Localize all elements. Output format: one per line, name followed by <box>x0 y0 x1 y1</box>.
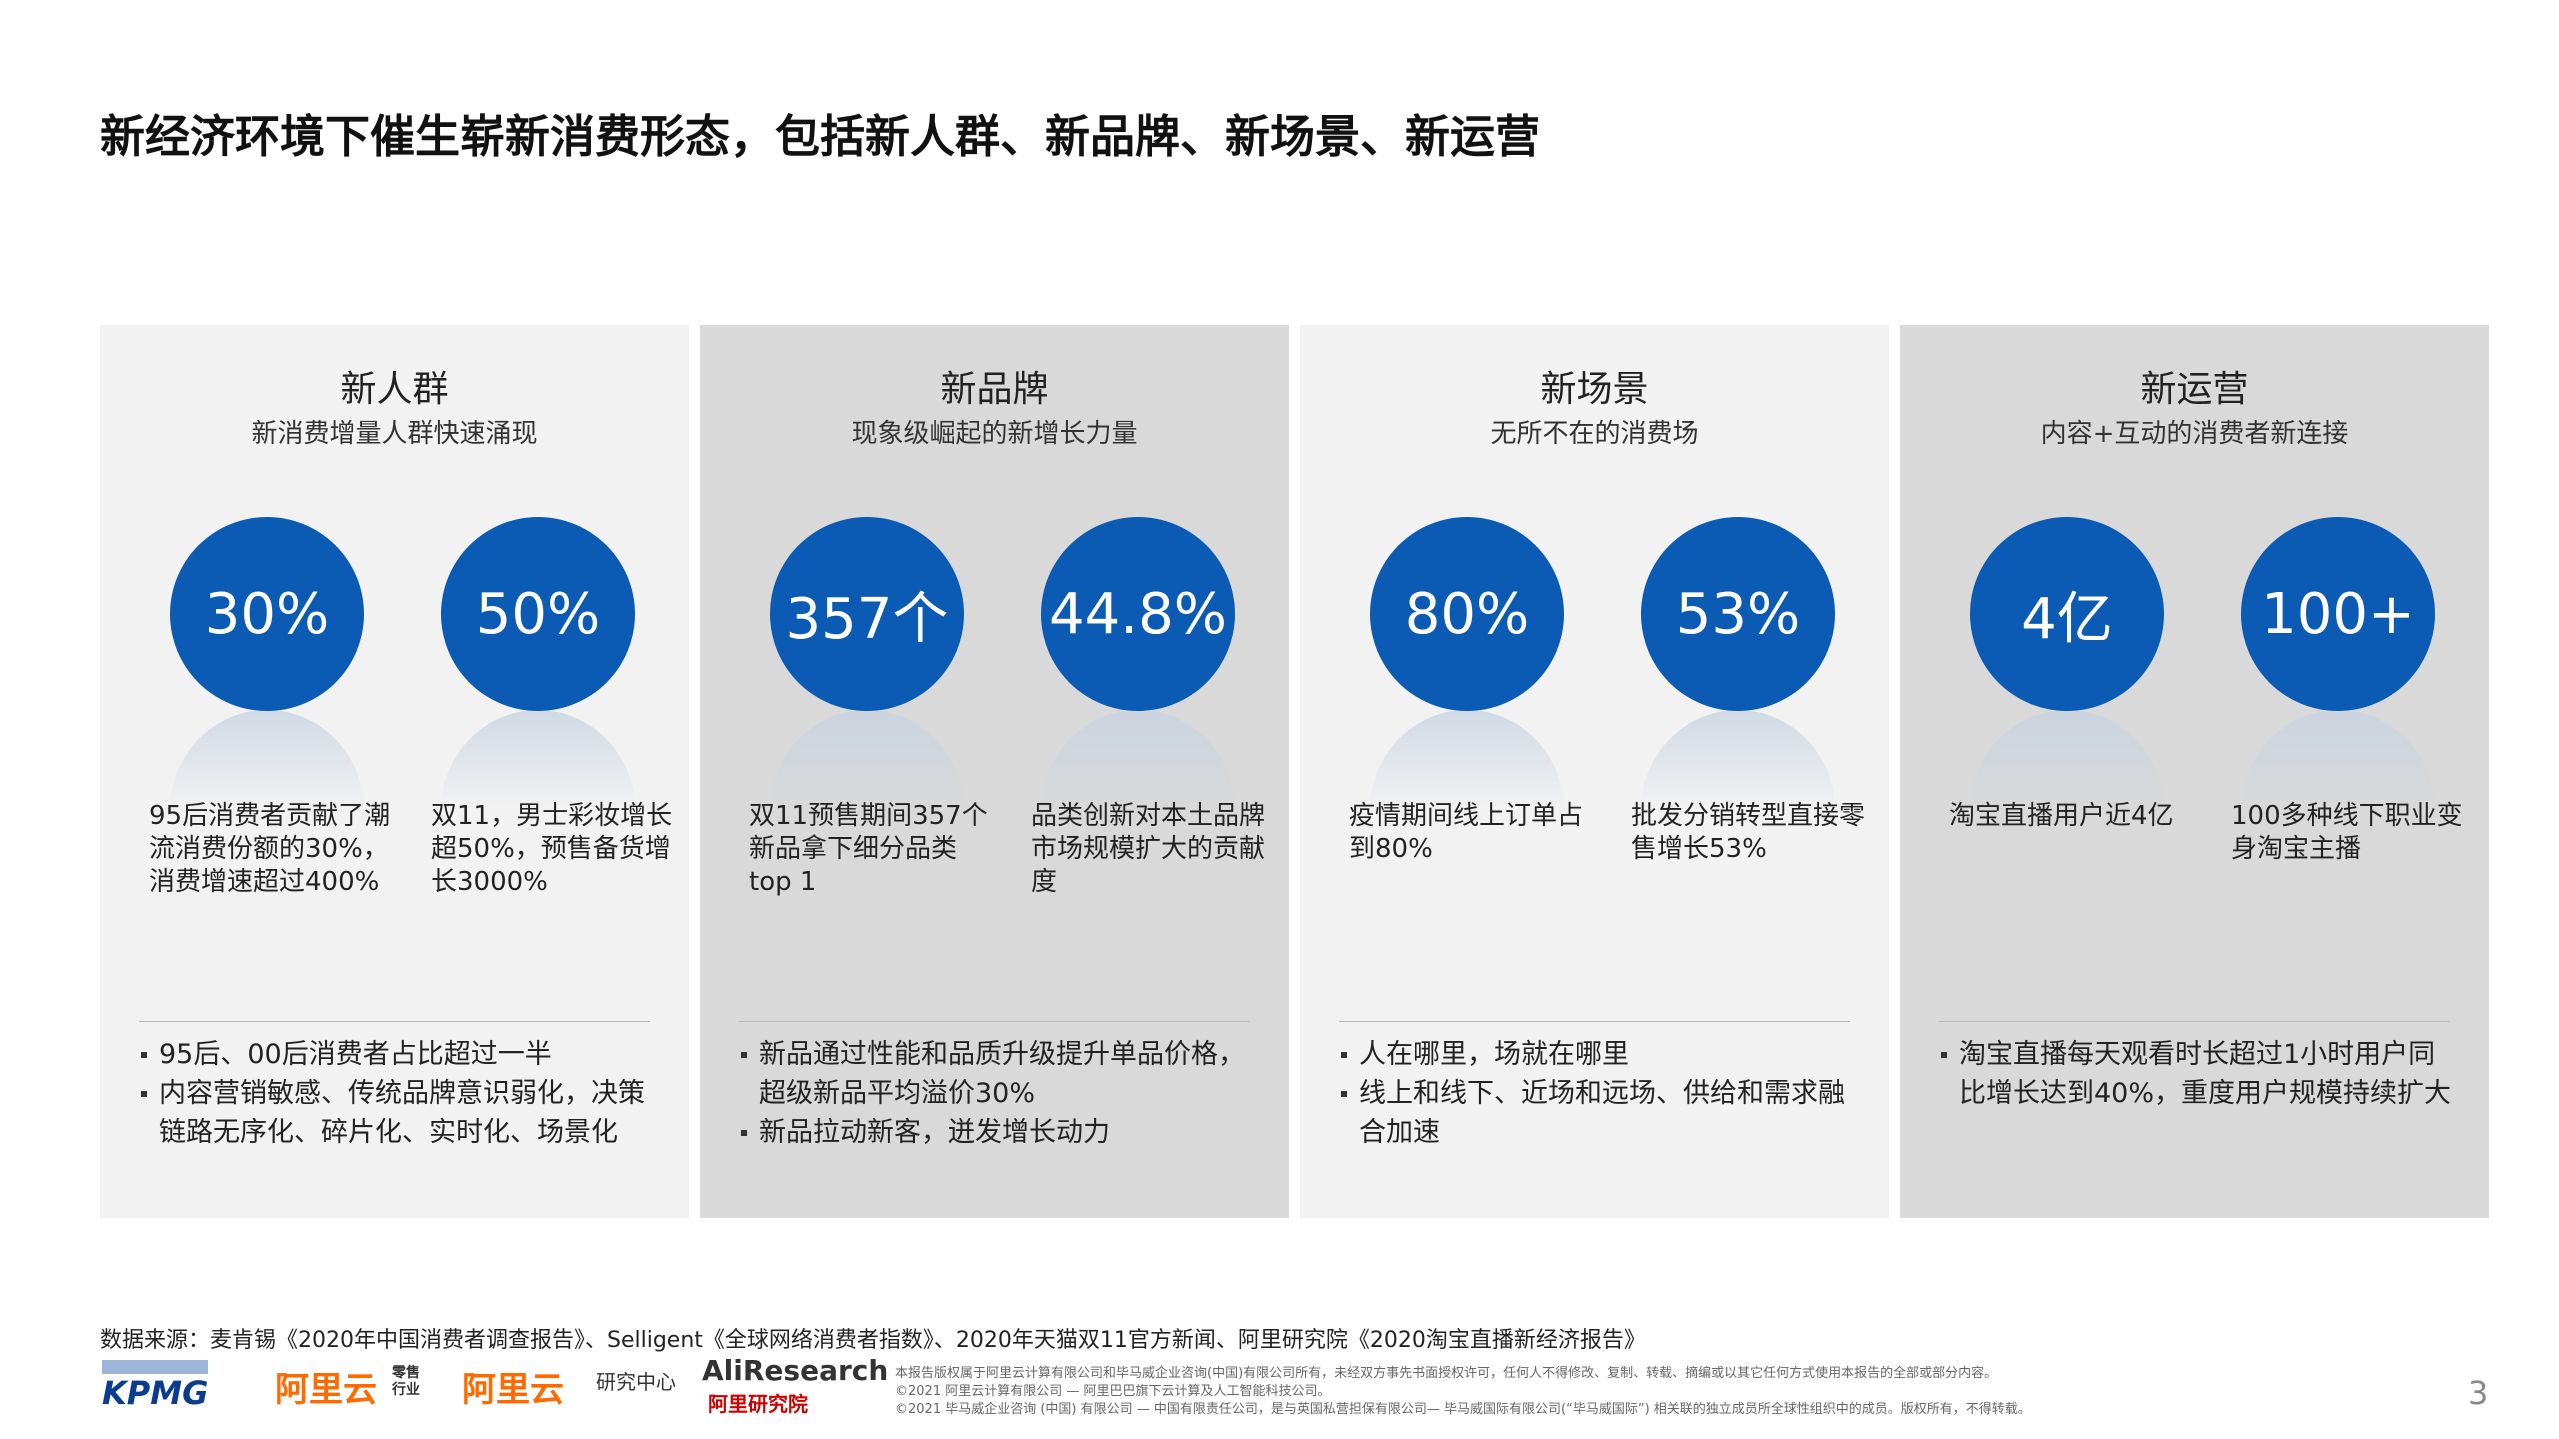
panel-title: 新人群 <box>340 369 449 410</box>
circle-reflection <box>1370 710 1564 810</box>
stat-description: 淘宝直播用户近4亿 <box>1949 801 2174 831</box>
logo-subtext: 研究中心 <box>596 1370 676 1394</box>
kpmg-logo: KPMG <box>102 1360 209 1412</box>
panel-subtitle: 内容+互动的消费者新连接 <box>2040 419 2349 449</box>
separator <box>1939 1021 2450 1022</box>
circle-reflection <box>441 710 635 810</box>
separator <box>739 1021 1250 1022</box>
stat-circle: 50% <box>441 517 635 711</box>
bullet-list: 95后、00后消费者占比超过一半 内容营销敏感、传统品牌意识弱化，决策链路无序化、… <box>139 1035 659 1152</box>
stat-description: 品类创新对本土品牌市场规模扩大的贡献度 <box>1031 801 1266 897</box>
stat-circle: 100+ <box>2241 517 2435 711</box>
panel-title: 新运营 <box>2140 369 2249 410</box>
panel: 新运营内容+互动的消费者新连接 4亿淘宝直播用户近4亿 100+ 100多种线下职业变… <box>1900 325 2489 1218</box>
bullet-list: 新品通过性能和品质升级提升单品价格，超级新品平均溢价30% 新品拉动新客，迸发增长… <box>739 1035 1259 1152</box>
circle-reflection <box>1641 710 1835 810</box>
aliyun-logo: 阿里云 <box>275 1370 377 1410</box>
panel: 新人群新消费增量人群快速涌现 30% 95后消费者贡献了潮流消费份额的30%，消费增… <box>100 325 689 1218</box>
copyright: ©2021 毕马威企业咨询 (中国) 有限公司 — 中国有限责任公司，是与英国私… <box>895 1402 2031 1417</box>
page-number: 3 <box>2468 1374 2489 1412</box>
panel-title: 新品牌 <box>940 369 1049 410</box>
panel-subtitle: 现象级崛起的新增长力量 <box>851 419 1138 449</box>
circle-reflection <box>1041 710 1235 810</box>
bullet-list: 人在哪里，场就在哪里 线上和线下、近场和远场、供给和需求融合加速 <box>1339 1035 1859 1152</box>
panel-subtitle: 新消费增量人群快速涌现 <box>251 419 538 449</box>
bullet-item: 淘宝直播每天观看时长超过1小时用户同比增长达到40%，重度用户规模持续扩大 <box>1939 1035 2459 1113</box>
source-note: 数据来源：麦肯锡《2020年中国消费者调查报告》、Selligent《全球网络消… <box>100 1328 1646 1353</box>
stat-circle: 30% <box>170 517 364 711</box>
stat-description: 疫情期间线上订单占到80% <box>1349 801 1584 864</box>
circle-reflection <box>170 710 364 810</box>
logo-subtext: 阿里研究院 <box>708 1392 808 1416</box>
aliyun-logo: 阿里云 <box>462 1370 564 1410</box>
separator <box>1339 1021 1850 1022</box>
bullet-item: 人在哪里，场就在哪里 <box>1339 1035 1859 1074</box>
stat-description: 双11预售期间357个新品拿下细分品类top 1 <box>749 801 988 897</box>
stat-circle: 4亿 <box>1970 517 2164 711</box>
bullet-item: 新品通过性能和品质升级提升单品价格，超级新品平均溢价30% <box>739 1035 1259 1113</box>
aliresearch-logo: AliResearch <box>702 1354 889 1387</box>
separator <box>139 1021 650 1022</box>
circle-reflection <box>1970 710 2164 810</box>
bullet-item: 新品拉动新客，迸发增长动力 <box>739 1113 1259 1152</box>
stat-description: 双11，男士彩妆增长超50%，预售备货增长3000% <box>431 801 673 897</box>
bullet-item: 95后、00后消费者占比超过一半 <box>139 1035 659 1074</box>
stat-circle: 357个 <box>770 517 964 711</box>
stat-description: 批发分销转型直接零售增长53% <box>1631 801 1866 864</box>
circle-reflection <box>770 710 964 810</box>
panel-subtitle: 无所不在的消费场 <box>1490 419 1699 449</box>
bullet-list: 淘宝直播每天观看时长超过1小时用户同比增长达到40%，重度用户规模持续扩大 <box>1939 1035 2459 1113</box>
bullet-item: 线上和线下、近场和远场、供给和需求融合加速 <box>1339 1074 1859 1152</box>
circle-reflection <box>2241 710 2435 810</box>
stat-description: 100多种线下职业变身淘宝主播 <box>2231 801 2463 864</box>
panel: 新场景无所不在的消费场 80% 疫情期间线上订单占到80% 53% 批发分销转型直接零售… <box>1300 325 1889 1218</box>
logo-subtext: 零售行业 <box>392 1365 420 1398</box>
page-title: 新经济环境下催生崭新消费形态，包括新人群、新品牌、新场景、新运营 <box>100 110 1541 163</box>
stat-circle: 44.8% <box>1041 517 1235 711</box>
copyright: ©2021 阿里云计算有限公司 — 阿里巴巴旗下云计算及人工智能科技公司。 <box>895 1384 1331 1399</box>
stat-circle: 80% <box>1370 517 1564 711</box>
panel-title: 新场景 <box>1540 369 1649 410</box>
panel: 新品牌现象级崛起的新增长力量 357个双11预售期间357个新品拿下细分品类top… <box>700 325 1289 1218</box>
stat-description: 95后消费者贡献了潮流消费份额的30%，消费增速超过400% <box>149 801 391 897</box>
copyright: 本报告版权属于阿里云计算有限公司和毕马威企业咨询(中国)有限公司所有，未经双方事… <box>895 1366 1998 1381</box>
bullet-item: 内容营销敏感、传统品牌意识弱化，决策链路无序化、碎片化、实时化、场景化 <box>139 1074 659 1152</box>
stat-circle: 53% <box>1641 517 1835 711</box>
